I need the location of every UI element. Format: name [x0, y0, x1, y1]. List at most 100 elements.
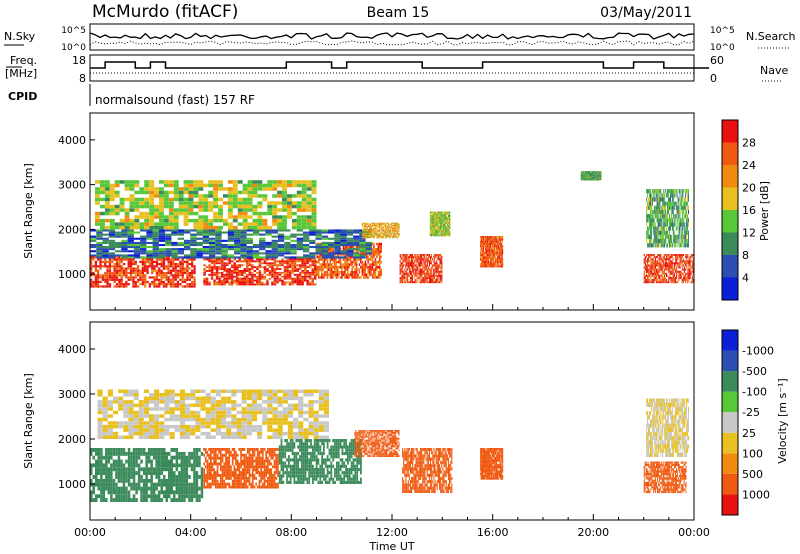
- heatmap-cell: [652, 272, 654, 275]
- heatmap-cell: [154, 215, 159, 219]
- heatmap-cell: [386, 222, 388, 224]
- heatmap-cell: [371, 230, 373, 232]
- heatmap-cell: [421, 264, 423, 267]
- heatmap-cell: [188, 201, 194, 205]
- heatmap-cell: [370, 263, 372, 266]
- heatmap-cell: [383, 233, 385, 235]
- heatmap-cell: [127, 256, 134, 259]
- heatmap-cell: [376, 226, 378, 228]
- heatmap-cell: [94, 274, 97, 277]
- heatmap-cell: [240, 246, 247, 249]
- heatmap-cell: [412, 268, 414, 271]
- heatmap-cell: [369, 235, 371, 237]
- heatmap-cell: [645, 268, 647, 271]
- heatmap-cell: [432, 225, 433, 228]
- heatmap-cell: [129, 183, 135, 188]
- heatmap-cell: [230, 277, 234, 280]
- heatmap-cell: [361, 235, 363, 237]
- heatmap-cell: [303, 270, 307, 272]
- heatmap-cell: [144, 222, 150, 226]
- heatmap-cell: [662, 281, 664, 284]
- heatmap-cell: [134, 285, 137, 288]
- heatmap-cell: [378, 236, 380, 238]
- heatmap-cell: [650, 243, 652, 248]
- heatmap-cell: [416, 260, 418, 263]
- heatmap-cell: [90, 265, 93, 268]
- heatmap-cell: [198, 218, 204, 223]
- heatmap-cell: [496, 238, 498, 241]
- heatmap-cell: [119, 201, 125, 205]
- heatmap-cell: [359, 237, 366, 240]
- heatmap-cell: [179, 278, 182, 281]
- heatmap-cell: [114, 183, 120, 188]
- heatmap-cell: [301, 258, 304, 261]
- heatmap-cell: [347, 265, 349, 269]
- heatmap-cell: [411, 274, 412, 277]
- heatmap-cell: [685, 268, 687, 271]
- heatmap-cell: [395, 231, 397, 233]
- heatmap-cell: [392, 222, 393, 224]
- heatmap-cell: [437, 222, 439, 224]
- heatmap-cell: [188, 285, 191, 288]
- heatmap-cell: [220, 258, 224, 261]
- heatmap-cell: [648, 260, 650, 263]
- heatmap-cell: [368, 263, 371, 266]
- heatmap-cell: [281, 262, 284, 265]
- heatmap-cell: [383, 227, 385, 229]
- heatmap-cell: [144, 276, 147, 279]
- heatmap-cell: [272, 187, 278, 191]
- heatmap-cell: [423, 258, 425, 261]
- heatmap-cell: [400, 258, 402, 261]
- heatmap-cell: [303, 258, 307, 261]
- heatmap-cell: [377, 237, 379, 239]
- heatmap-cell: [368, 268, 371, 271]
- heatmap-cell: [366, 235, 367, 237]
- heatmap-cell: [326, 265, 329, 269]
- heatmap-cell: [282, 194, 287, 198]
- heatmap-cell: [193, 183, 199, 188]
- heatmap-cell: [291, 264, 294, 267]
- heatmap-cell: [113, 267, 116, 270]
- cpid-text: normalsound (fast) 157 RF: [95, 93, 255, 107]
- heatmap-cell: [378, 222, 380, 224]
- heatmap-cell: [659, 260, 661, 263]
- heatmap-cell: [183, 204, 189, 209]
- heatmap-cell: [367, 224, 369, 226]
- heatmap-cell: [396, 226, 398, 228]
- heatmap-cell: [429, 274, 430, 277]
- heatmap-cell: [311, 208, 317, 212]
- heatmap-cell: [480, 251, 482, 254]
- heatmap-cell: [311, 271, 314, 274]
- heatmap-cell: [415, 268, 417, 271]
- heatmap-cell: [381, 222, 383, 224]
- heatmap-cell: [208, 201, 214, 205]
- heatmap-cell: [165, 233, 172, 236]
- heatmap-cell: [129, 260, 133, 263]
- heatmap-cell: [419, 276, 421, 279]
- heatmap-cell: [332, 260, 334, 264]
- heatmap-cell: [352, 276, 355, 279]
- heatmap-cell: [493, 236, 495, 239]
- heatmap-cell: [389, 236, 391, 238]
- heatmap-cell: [316, 271, 318, 274]
- heatmap-cell: [237, 190, 243, 195]
- heatmap-cell: [660, 266, 662, 269]
- heatmap-cell: [411, 262, 412, 265]
- heatmap-cell: [282, 218, 287, 223]
- heatmap-cell: [422, 281, 424, 284]
- heatmap-cell: [649, 234, 650, 239]
- heatmap-cell: [223, 201, 228, 205]
- heatmap-cell: [190, 250, 197, 253]
- heatmap-cell: [416, 254, 418, 257]
- heatmap-cell: [408, 256, 410, 259]
- heatmap-cell: [290, 256, 297, 259]
- heatmap-cell: [328, 254, 335, 257]
- heatmap-cell: [345, 260, 348, 264]
- heatmap-cell: [311, 260, 314, 263]
- heatmap-cell: [174, 269, 177, 272]
- heatmap-cell: [306, 258, 309, 261]
- heatmap-cell: [218, 197, 223, 202]
- heatmap-cell: [396, 224, 398, 226]
- heatmap-cell: [425, 274, 427, 277]
- heatmap-cell: [645, 256, 647, 259]
